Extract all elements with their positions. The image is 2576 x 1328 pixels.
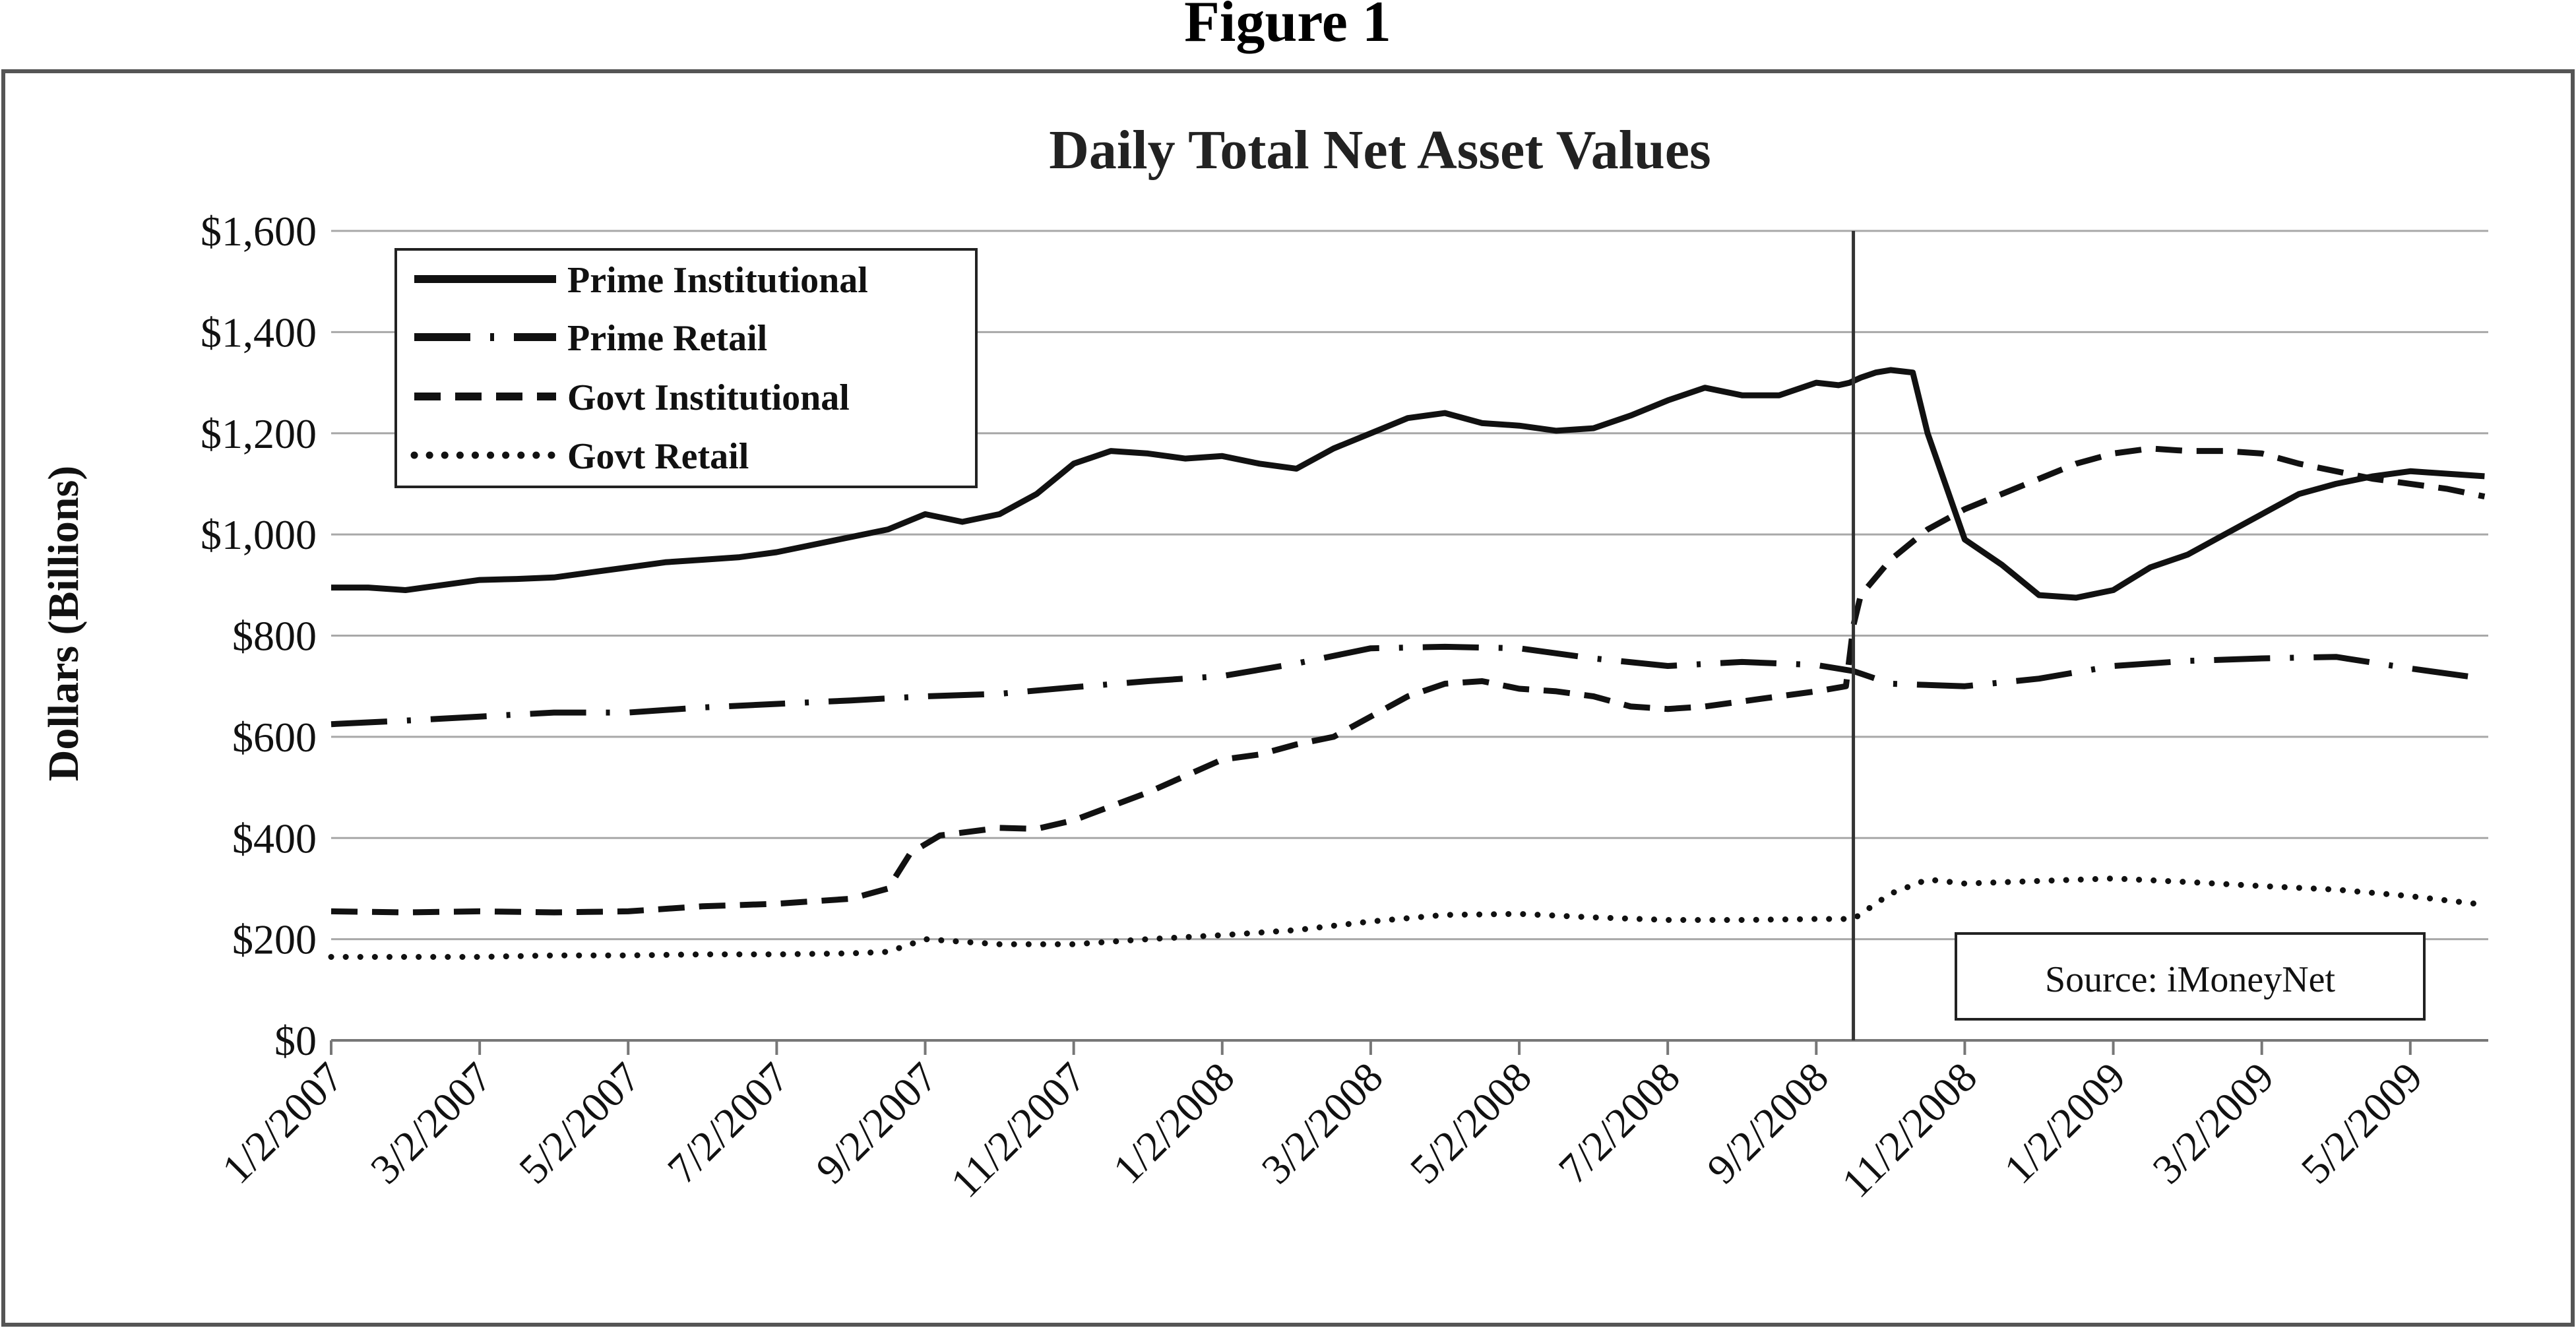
- y-tick-label: $1,400: [201, 309, 317, 356]
- legend: Prime Institutional Prime Retail Govt In…: [394, 248, 978, 488]
- chart-title: Daily Total Net Asset Values: [1049, 119, 1711, 181]
- source-box-frame: [1955, 932, 2426, 1021]
- y-tick-label: $1,000: [201, 511, 317, 558]
- y-tick-label: $1,200: [201, 410, 317, 457]
- source-annotation: Source: iMoneyNet: [1955, 932, 2426, 1021]
- y-axis-title: Dollars (Billions): [40, 466, 88, 782]
- y-tick-label: $1,600: [201, 208, 317, 255]
- legend-label-govt-institutional: Govt Institutional: [567, 377, 850, 418]
- y-axis: $0 $200 $400 $600 $800 $1,000 $1,200 $1,400 $1,6…: [201, 208, 317, 1064]
- y-tick-label: $600: [232, 714, 317, 761]
- y-tick-label: $200: [232, 916, 317, 963]
- series-line-prime-retail: [330, 643, 2486, 728]
- series-layer: [328, 367, 2488, 960]
- legend-label-prime-institutional: Prime Institutional: [567, 260, 868, 301]
- y-tick-label: $400: [232, 815, 317, 862]
- legend-box: [394, 248, 978, 488]
- source-label: Source: iMoneyNet: [2045, 959, 2336, 1000]
- y-tick-label: $0: [274, 1017, 317, 1064]
- legend-label-govt-retail: Govt Retail: [567, 436, 749, 477]
- figure-title: Figure 1: [1184, 0, 1391, 54]
- series-line-prime-institutional: [331, 367, 2485, 601]
- series-line-govt-retail: [328, 875, 2488, 960]
- legend-label-prime-retail: Prime Retail: [567, 318, 767, 359]
- series-line-govt-institutional: [330, 445, 2486, 916]
- y-tick-label: $800: [232, 613, 317, 660]
